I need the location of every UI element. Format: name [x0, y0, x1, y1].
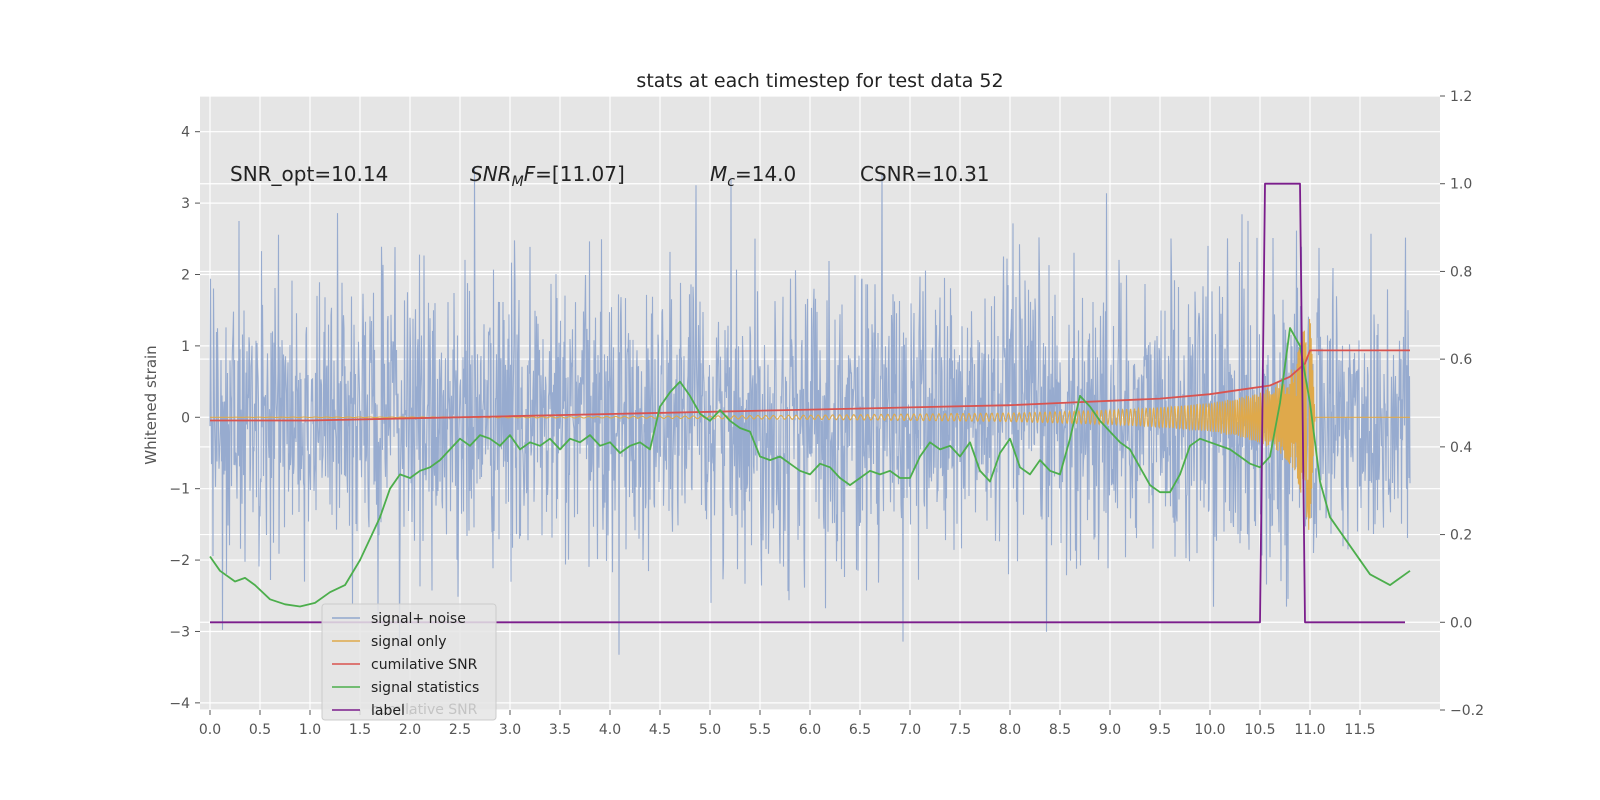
label-line	[210, 182, 1405, 624]
signal-noise-series	[209, 166, 1411, 655]
x-tick-label: 5.0	[699, 722, 721, 738]
y-tick-label: −2	[169, 553, 190, 569]
legend-label: signal+ noise	[371, 611, 466, 627]
legend: cumilative SNR signal+ noise signal only cu…	[321, 603, 497, 721]
lines-layer	[209, 182, 1411, 624]
x-tick-label: 11.0	[1294, 722, 1325, 738]
x-tick-label: 7.5	[949, 722, 971, 738]
legend-box	[321, 603, 497, 721]
x-tick-label: 1.5	[349, 722, 371, 738]
legend-ghost-label: cumilative SNR	[371, 702, 478, 718]
y-tick-label: 2	[181, 267, 190, 283]
legend-label: signal statistics	[371, 680, 479, 696]
x-tick-label: 8.0	[999, 722, 1021, 738]
y-tick-label: 1	[181, 339, 190, 355]
y-right-tick-label: 0.0	[1450, 615, 1472, 631]
y-tick-label: 4	[181, 125, 190, 141]
x-tick-label: 7.0	[899, 722, 921, 738]
x-tick-label: 2.5	[449, 722, 471, 738]
x-tick-label: 9.0	[1099, 722, 1121, 738]
x-tick-label: 6.0	[799, 722, 821, 738]
y-right-tick-label: −0.2	[1450, 703, 1484, 719]
legend-label: cumilative SNR	[371, 657, 478, 673]
y-right-tick-label: 0.4	[1450, 440, 1472, 456]
y-tick-label: −4	[169, 696, 190, 712]
x-tick-label: 4.5	[649, 722, 671, 738]
y-tick-label: 0	[181, 410, 190, 426]
x-tick-label: 3.0	[499, 722, 521, 738]
y-right-tick-label: 1.2	[1450, 89, 1472, 105]
legend-label: label	[371, 703, 405, 719]
x-tick-label: 11.5	[1344, 722, 1375, 738]
x-tick-label: 0.0	[199, 722, 221, 738]
x-tick-label: 8.5	[1049, 722, 1071, 738]
axes-layer: 0.0 0.5 1.0 1.5 2.0 2.5 3.0 3.5 4.0 4.5 5.0 5.5 6.0 6…	[169, 89, 1484, 738]
x-tick-label: 2.0	[399, 722, 421, 738]
x-tick-label: 0.5	[249, 722, 271, 738]
annotation-snr_opt: SNR_opt=10.14	[230, 162, 388, 186]
x-tick-label: 3.5	[549, 722, 571, 738]
y-right-tick-label: 0.2	[1450, 528, 1472, 544]
x-tick-label: 10.0	[1194, 722, 1225, 738]
x-tick-label: 1.0	[299, 722, 321, 738]
y-tick-label: −1	[169, 482, 190, 498]
x-tick-label: 5.5	[749, 722, 771, 738]
x-tick-label: 10.5	[1244, 722, 1275, 738]
noise-layer	[209, 166, 1411, 655]
signal-statistics-line	[209, 327, 1411, 608]
y-right-tick-label: 1.0	[1450, 177, 1472, 193]
chart-title: stats at each timestep for test data 52	[636, 70, 1003, 92]
annotation-layer: SNR_opt=10.14 SNRMF=[11.07] Mc=14.0 CSNR=10…	[230, 162, 990, 190]
y-tick-label: 3	[181, 196, 190, 212]
signal-only-series	[210, 318, 1410, 530]
legend-label: signal only	[371, 634, 446, 650]
x-tick-label: 9.5	[1149, 722, 1171, 738]
y-axis-label: Whitened strain	[142, 345, 160, 464]
y-right-tick-label: 0.6	[1450, 352, 1472, 368]
grid-layer	[200, 95, 1440, 711]
y-tick-label: −3	[169, 624, 190, 640]
chirp-layer	[210, 318, 1410, 530]
x-tick-label: 4.0	[599, 722, 621, 738]
annotation-mc: Mc=14.0	[710, 162, 796, 190]
annotation-snr_mf: SNRMF=[11.07]	[470, 162, 625, 190]
y-right-tick-label: 0.8	[1450, 264, 1472, 280]
x-tick-label: 6.5	[849, 722, 871, 738]
annotation-csnr: CSNR=10.31	[860, 162, 990, 186]
